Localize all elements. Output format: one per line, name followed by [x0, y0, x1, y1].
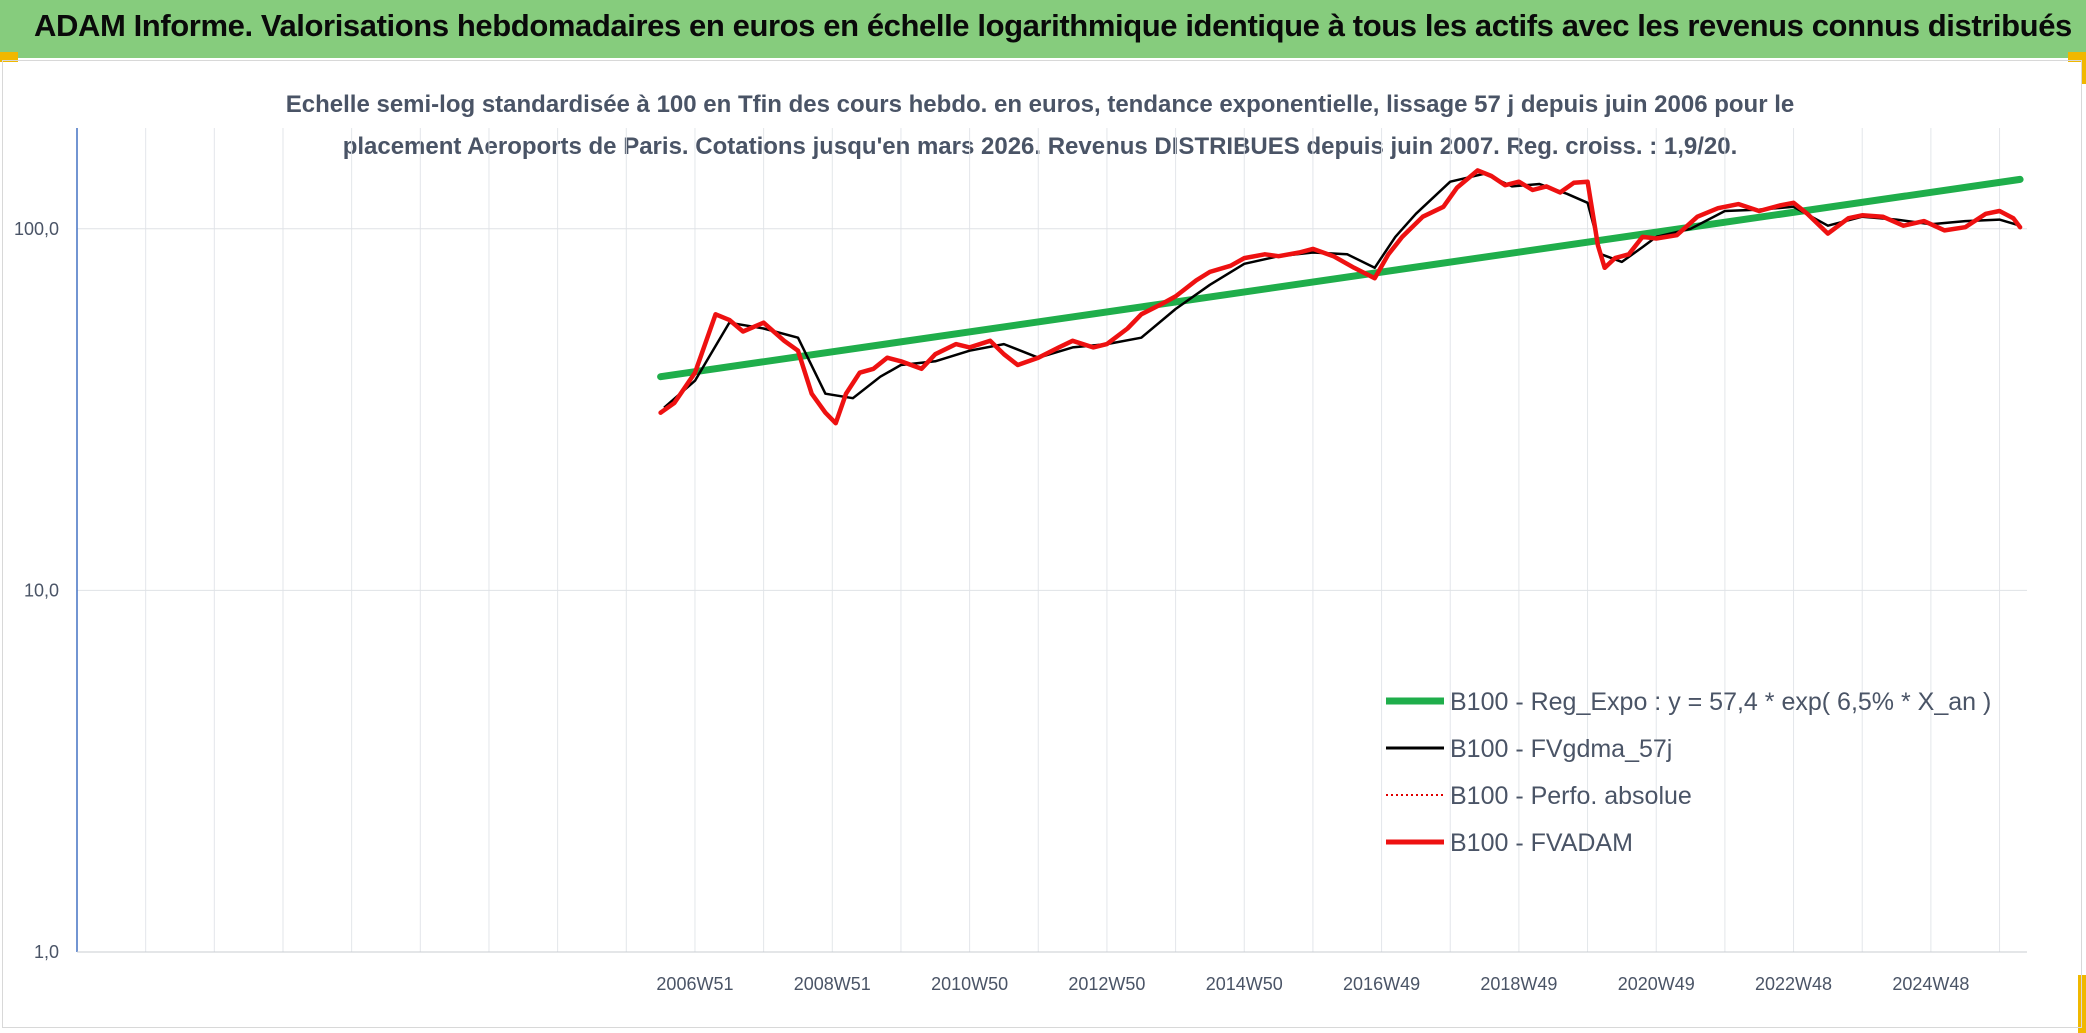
corner-marker-top-left [0, 52, 18, 62]
y-tick-label: 1,0 [34, 942, 59, 962]
y-tick-label: 10,0 [24, 580, 59, 600]
x-tick-label: 2022W48 [1755, 974, 1832, 994]
series-line-reg-expo [657, 175, 2024, 381]
corner-marker-right-edge [2082, 62, 2086, 84]
tick-labels: 1,0 10,0 100,0 2006W51 2008W51 2010W50 2012W50… [14, 219, 1969, 994]
axes [76, 128, 2027, 953]
x-tick-label: 2008W51 [794, 974, 871, 994]
series-line-fvadam [658, 168, 2023, 426]
chart-title-line-1: Echelle semi-log standardisée à 100 en T… [285, 91, 1795, 118]
x-tick-label: 2016W49 [1343, 974, 1420, 994]
legend-label: B100 - FVgdma_57j [1450, 735, 1672, 763]
x-tick-label: 2014W50 [1206, 974, 1283, 994]
corner-marker-bottom-right [2078, 975, 2086, 1033]
chart-title: Echelle semi-log standardisée à 100 en T… [150, 84, 1930, 168]
legend-label: B100 - FVADAM [1450, 829, 1633, 857]
x-tick-label: 2018W49 [1480, 974, 1557, 994]
x-tick-label: 2006W51 [656, 974, 733, 994]
x-tick-label: 2020W49 [1618, 974, 1695, 994]
legend: B100 - Reg_Expo : y = 57,4 * exp( 6,5% *… [1386, 688, 1991, 857]
legend-label: B100 - Reg_Expo : y = 57,4 * exp( 6,5% *… [1450, 688, 1991, 716]
x-tick-label: 2024W48 [1892, 974, 1969, 994]
y-tick-label: 100,0 [14, 219, 59, 239]
corner-marker-top-right [2068, 52, 2086, 62]
series-lines [657, 168, 2024, 426]
x-tick-label: 2010W50 [931, 974, 1008, 994]
chart-title-line-2: placement Aeroports de Paris. Cotations … [342, 133, 1738, 160]
x-tick-label: 2012W50 [1068, 974, 1145, 994]
chart-frame [2, 60, 2082, 1028]
report-header-banner: ADAM Informe. Valorisations hebdomadaire… [0, 0, 2086, 58]
grid-lines [76, 128, 2027, 953]
legend-label: B100 - Perfo. absolue [1450, 782, 1692, 810]
report-title: ADAM Informe. Valorisations hebdomadaire… [34, 8, 2072, 43]
